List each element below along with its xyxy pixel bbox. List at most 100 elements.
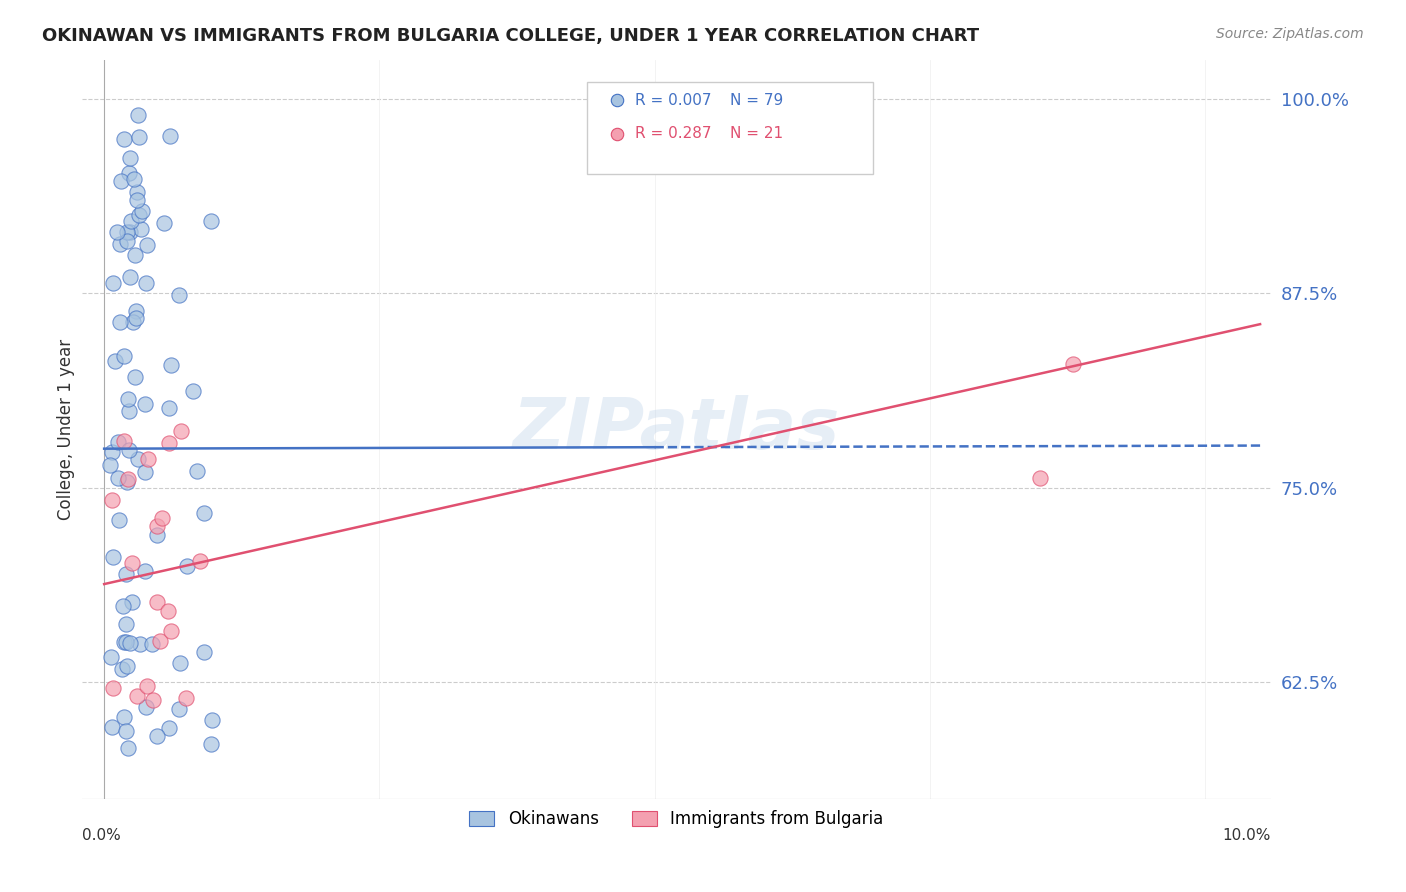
Point	[121, 557, 143, 571]
Point	[105, 225, 128, 239]
Point	[111, 662, 134, 676]
Text: 0.0%: 0.0%	[82, 829, 121, 844]
Point	[145, 519, 167, 533]
Text: N = 21: N = 21	[730, 126, 783, 141]
Point	[112, 132, 135, 146]
Point	[181, 384, 204, 398]
Text: R = 0.287: R = 0.287	[636, 126, 711, 141]
Point	[134, 397, 156, 411]
Point	[118, 635, 141, 649]
Point	[145, 595, 167, 609]
Point	[135, 679, 157, 693]
Point	[160, 358, 183, 372]
Point	[117, 235, 139, 249]
Point	[201, 713, 224, 727]
Point	[107, 435, 129, 450]
Point	[152, 216, 174, 230]
Point	[103, 277, 125, 291]
Point	[107, 471, 129, 485]
Text: ZIPatlas: ZIPatlas	[513, 395, 841, 464]
Point	[150, 510, 173, 524]
Text: R = 0.007: R = 0.007	[636, 93, 711, 108]
Point	[146, 730, 169, 744]
Point	[112, 434, 135, 449]
Point	[127, 690, 149, 704]
Point	[104, 354, 127, 368]
Point	[128, 209, 150, 223]
Point	[127, 108, 149, 122]
Point	[124, 248, 146, 262]
Point	[121, 595, 143, 609]
Point	[193, 645, 215, 659]
Text: N = 79: N = 79	[730, 93, 783, 108]
Point	[124, 369, 146, 384]
Point	[100, 650, 122, 665]
Point	[142, 693, 165, 707]
Point	[128, 129, 150, 144]
Point	[118, 166, 141, 180]
Point	[135, 276, 157, 290]
Point	[200, 214, 222, 228]
Point	[98, 458, 121, 472]
Text: 10.0%: 10.0%	[1223, 829, 1271, 844]
Point	[157, 401, 180, 415]
Point	[157, 604, 180, 618]
Point	[101, 549, 124, 564]
Point	[134, 466, 156, 480]
Legend: Okinawans, Immigrants from Bulgaria: Okinawans, Immigrants from Bulgaria	[463, 804, 890, 835]
Point	[135, 699, 157, 714]
Point	[170, 424, 193, 438]
Point	[129, 222, 152, 236]
Point	[118, 404, 141, 418]
Point	[200, 737, 222, 751]
Text: Source: ZipAtlas.com: Source: ZipAtlas.com	[1216, 27, 1364, 41]
Point	[146, 528, 169, 542]
Point	[115, 225, 138, 239]
Point	[114, 616, 136, 631]
Point	[186, 464, 208, 478]
Point	[108, 237, 131, 252]
Point	[174, 690, 197, 705]
Point	[100, 492, 122, 507]
Point	[136, 238, 159, 252]
Point	[112, 709, 135, 723]
Point	[120, 214, 142, 228]
Point	[127, 452, 149, 467]
Y-axis label: College, Under 1 year: College, Under 1 year	[58, 339, 75, 520]
Point	[125, 310, 148, 325]
Point	[107, 513, 129, 527]
Point	[117, 741, 139, 756]
Point	[188, 554, 211, 568]
Text: OKINAWAN VS IMMIGRANTS FROM BULGARIA COLLEGE, UNDER 1 YEAR CORRELATION CHART: OKINAWAN VS IMMIGRANTS FROM BULGARIA COL…	[42, 27, 980, 45]
Point	[157, 436, 180, 450]
Point	[115, 635, 138, 649]
Point	[115, 566, 138, 581]
Point	[176, 559, 198, 574]
Point	[125, 193, 148, 207]
Point	[118, 269, 141, 284]
Point	[112, 599, 135, 614]
Point	[117, 472, 139, 486]
Point	[134, 564, 156, 578]
Point	[101, 445, 124, 459]
Point	[141, 637, 163, 651]
Point	[148, 633, 170, 648]
Point	[120, 225, 142, 239]
Point	[101, 720, 124, 734]
Point	[122, 172, 145, 186]
Point	[131, 203, 153, 218]
Point	[193, 506, 215, 520]
Point	[128, 637, 150, 651]
Point	[115, 659, 138, 673]
Point	[159, 624, 181, 638]
Point	[115, 475, 138, 489]
Point	[110, 315, 132, 329]
FancyBboxPatch shape	[588, 82, 873, 174]
Point	[167, 288, 190, 302]
Point	[117, 392, 139, 406]
Point	[159, 129, 181, 144]
Point	[103, 681, 125, 695]
Point	[169, 656, 191, 670]
Point	[118, 152, 141, 166]
Point	[117, 442, 139, 457]
